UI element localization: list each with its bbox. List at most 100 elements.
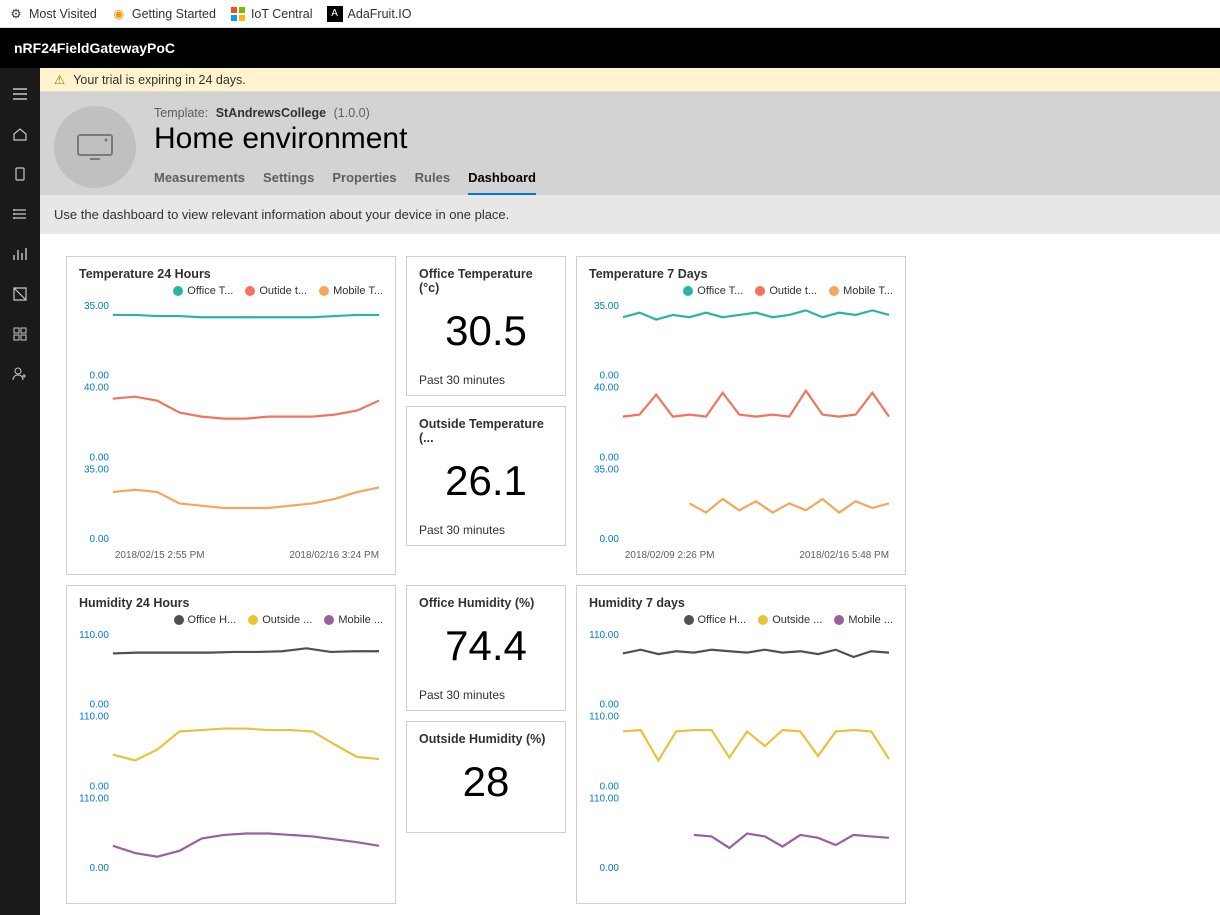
chart-title: Temperature 24 Hours xyxy=(79,267,383,281)
svg-text:0.00: 0.00 xyxy=(90,371,110,382)
svg-text:110.00: 110.00 xyxy=(79,794,109,805)
chart-svg: 35.000.0040.000.0035.000.002018/02/15 2:… xyxy=(79,299,383,566)
device-tabs: Measurements Settings Properties Rules D… xyxy=(154,170,1206,195)
svg-text:0.00: 0.00 xyxy=(90,452,110,463)
svg-text:35.00: 35.00 xyxy=(84,464,109,475)
kpi-sub: Past 30 minutes xyxy=(419,523,553,537)
card-hum-7d: Humidity 7 days Office H...Outside ...Mob… xyxy=(576,585,906,904)
device-icon xyxy=(54,106,136,188)
bookmark-label: Most Visited xyxy=(29,7,97,21)
chart-svg: 35.000.0040.000.0035.000.002018/02/09 2:… xyxy=(589,299,893,566)
svg-text:40.00: 40.00 xyxy=(84,383,109,394)
template-label: Template: xyxy=(154,106,208,120)
nav-app-builder-button[interactable] xyxy=(0,314,40,354)
svg-text:35.00: 35.00 xyxy=(594,301,619,312)
kpi-value: 26.1 xyxy=(419,457,553,505)
chart-title: Humidity 7 days xyxy=(589,596,893,610)
svg-text:110.00: 110.00 xyxy=(589,794,619,805)
kpi-title: Office Humidity (%) xyxy=(419,596,553,610)
tab-properties[interactable]: Properties xyxy=(332,170,396,195)
nav-device-sets-button[interactable] xyxy=(0,194,40,234)
tab-rules[interactable]: Rules xyxy=(415,170,450,195)
card-kpi-outside-temp: Outside Temperature (... 26.1 Past 30 mi… xyxy=(406,406,566,546)
kpi-value: 30.5 xyxy=(419,307,553,355)
svg-text:35.00: 35.00 xyxy=(594,464,619,475)
app-title: nRF24FieldGatewayPoC xyxy=(14,40,175,56)
svg-text:2018/02/16 3:24 PM: 2018/02/16 3:24 PM xyxy=(289,550,379,561)
card-kpi-outside-hum: Outside Humidity (%) 28 xyxy=(406,721,566,833)
warning-icon: ⚠ xyxy=(54,72,65,87)
bookmark-most-visited[interactable]: ⚙ Most Visited xyxy=(8,6,97,22)
tab-measurements[interactable]: Measurements xyxy=(154,170,245,195)
card-kpi-office-temp: Office Temperature (°c) 30.5 Past 30 min… xyxy=(406,256,566,396)
trial-text: Your trial is expiring in 24 days. xyxy=(73,73,246,87)
card-hum-24h: Humidity 24 Hours Office H...Outside ...M… xyxy=(66,585,396,904)
kpi-title: Outside Humidity (%) xyxy=(419,732,553,746)
info-strip: Use the dashboard to view relevant infor… xyxy=(40,195,1220,234)
nav-device-explorer-button[interactable] xyxy=(0,154,40,194)
bookmark-label: IoT Central xyxy=(251,7,313,21)
svg-text:0.00: 0.00 xyxy=(90,863,110,874)
bookmark-label: AdaFruit.IO xyxy=(348,7,412,21)
adafruit-icon: A xyxy=(327,6,343,22)
svg-text:0.00: 0.00 xyxy=(600,863,620,874)
bookmark-adafruit[interactable]: A AdaFruit.IO xyxy=(327,6,412,22)
nav-menu-button[interactable] xyxy=(0,74,40,114)
card-temp-7d: Temperature 7 Days Office T...Outide t...… xyxy=(576,256,906,575)
tab-settings[interactable]: Settings xyxy=(263,170,314,195)
bookmark-iot-central[interactable]: IoT Central xyxy=(230,6,313,22)
svg-text:2018/02/16 5:48 PM: 2018/02/16 5:48 PM xyxy=(799,550,889,561)
svg-text:0.00: 0.00 xyxy=(600,452,620,463)
svg-text:0.00: 0.00 xyxy=(90,782,110,793)
svg-text:0.00: 0.00 xyxy=(600,371,620,382)
svg-text:110.00: 110.00 xyxy=(589,712,619,723)
ms-icon xyxy=(230,6,246,22)
chart-legend: Office H...Outside ...Mobile ... xyxy=(589,614,893,626)
trial-banner: ⚠ Your trial is expiring in 24 days. xyxy=(40,68,1220,92)
chart-legend: Office T...Outide t...Mobile T... xyxy=(79,285,383,297)
bookmark-getting-started[interactable]: ◉ Getting Started xyxy=(111,6,216,22)
chart-svg: 110.000.00110.000.00110.000.00 xyxy=(589,628,893,895)
side-nav-rail xyxy=(0,68,40,915)
dashboard-grid: Temperature 24 Hours Office T...Outide t.… xyxy=(40,234,1220,915)
bookmark-label: Getting Started xyxy=(132,7,216,21)
device-header: Template: StAndrewsCollege (1.0.0) Home … xyxy=(40,92,1220,195)
chart-title: Humidity 24 Hours xyxy=(79,596,383,610)
kpi-title: Outside Temperature (... xyxy=(419,417,553,445)
svg-text:35.00: 35.00 xyxy=(84,301,109,312)
kpi-sub: Past 30 minutes xyxy=(419,373,553,387)
svg-text:0.00: 0.00 xyxy=(600,700,620,711)
gear-icon: ⚙ xyxy=(8,6,24,22)
svg-text:0.00: 0.00 xyxy=(600,534,620,545)
chart-svg: 110.000.00110.000.00110.000.00 xyxy=(79,628,383,895)
kpi-value: 28 xyxy=(419,758,553,806)
svg-text:2018/02/15 2:55 PM: 2018/02/15 2:55 PM xyxy=(115,550,205,561)
app-title-bar: nRF24FieldGatewayPoC xyxy=(0,28,1220,68)
svg-text:110.00: 110.00 xyxy=(79,630,109,641)
page-title: Home environment xyxy=(154,122,1206,156)
firefox-icon: ◉ xyxy=(111,6,127,22)
kpi-sub: Past 30 minutes xyxy=(419,688,553,702)
tab-dashboard[interactable]: Dashboard xyxy=(468,170,536,195)
kpi-value: 74.4 xyxy=(419,622,553,670)
svg-text:2018/02/09 2:26 PM: 2018/02/09 2:26 PM xyxy=(625,550,715,561)
nav-admin-button[interactable] xyxy=(0,354,40,394)
svg-text:110.00: 110.00 xyxy=(79,712,109,723)
card-temp-24h: Temperature 24 Hours Office T...Outide t.… xyxy=(66,256,396,575)
browser-bookmark-bar: ⚙ Most Visited ◉ Getting Started IoT Cen… xyxy=(0,0,1220,28)
chart-title: Temperature 7 Days xyxy=(589,267,893,281)
nav-analytics-button[interactable] xyxy=(0,234,40,274)
svg-text:0.00: 0.00 xyxy=(90,534,110,545)
chart-legend: Office H...Outside ...Mobile ... xyxy=(79,614,383,626)
nav-home-button[interactable] xyxy=(0,114,40,154)
nav-jobs-button[interactable] xyxy=(0,274,40,314)
template-version: (1.0.0) xyxy=(334,106,370,120)
svg-text:0.00: 0.00 xyxy=(600,782,620,793)
svg-text:110.00: 110.00 xyxy=(589,630,619,641)
card-kpi-office-hum: Office Humidity (%) 74.4 Past 30 minutes xyxy=(406,585,566,711)
chart-legend: Office T...Outide t...Mobile T... xyxy=(589,285,893,297)
kpi-title: Office Temperature (°c) xyxy=(419,267,553,295)
svg-text:0.00: 0.00 xyxy=(90,700,110,711)
svg-text:40.00: 40.00 xyxy=(594,383,619,394)
content-area: ⚠ Your trial is expiring in 24 days. Tem… xyxy=(40,68,1220,915)
